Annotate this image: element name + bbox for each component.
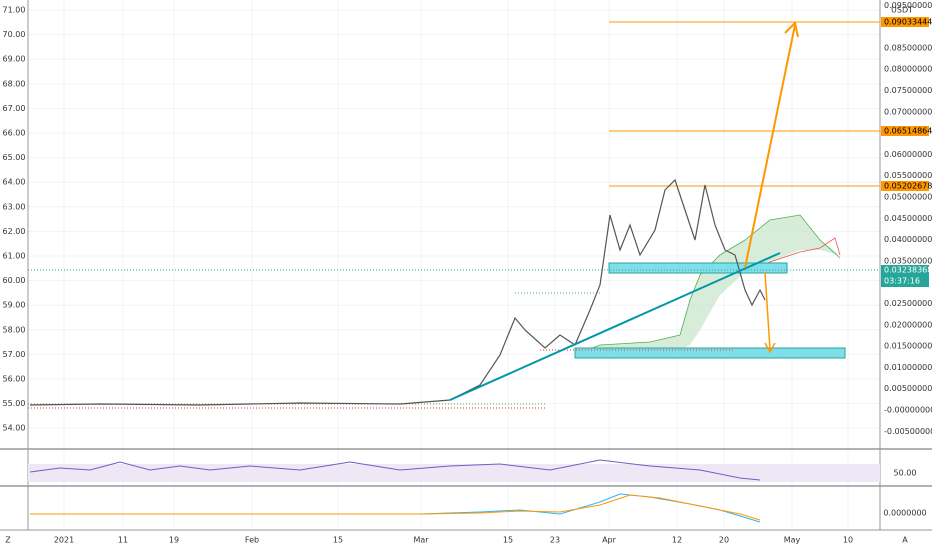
- rsi-line: [29, 459, 761, 481]
- x-tick-label: 2021: [54, 536, 74, 545]
- price-tag: [881, 126, 929, 136]
- rsi-band: [28, 464, 880, 482]
- left-tick-label: 64.00: [3, 178, 26, 187]
- right-tick-label: 0.01500000: [884, 342, 932, 351]
- right-tick-label: 0.05500000: [884, 171, 932, 180]
- arrow-head: [784, 20, 799, 38]
- right-tick-label: 0.07000000: [884, 107, 932, 116]
- macd-label: 0.0000000: [883, 509, 926, 518]
- left-tick-label: 58.00: [3, 325, 26, 334]
- price-tag: [881, 265, 929, 287]
- right-tick-label: 0.07500000: [884, 86, 932, 95]
- left-tick-label: 57.00: [3, 350, 26, 359]
- right-tick-label: 0.04500000: [884, 214, 932, 223]
- x-tick-label: Mar: [413, 536, 429, 545]
- corner-left: Z: [5, 536, 11, 545]
- left-tick-label: 66.00: [3, 129, 26, 138]
- right-tick-label: 0.09500000: [884, 1, 932, 10]
- left-tick-label: 56.00: [3, 375, 26, 384]
- right-tick-label: 0.06000000: [884, 150, 932, 159]
- price-tag: [881, 17, 929, 27]
- countdown: 03:37:16: [884, 277, 920, 286]
- left-tick-label: 65.00: [3, 153, 26, 162]
- x-tick-label: 20: [719, 536, 729, 545]
- right-tick-label: 0.08000000: [884, 65, 932, 74]
- price-tag-label: 0.05202678: [884, 182, 932, 191]
- x-tick-label: Apr: [602, 536, 617, 545]
- left-tick-label: 70.00: [3, 30, 26, 39]
- left-tick-label: 59.00: [3, 301, 26, 310]
- x-tick-label: Feb: [245, 536, 259, 545]
- price-tag-label: 0.09033444: [884, 18, 932, 27]
- signal-line: [30, 494, 761, 521]
- right-tick-label: 0.04000000: [884, 235, 932, 244]
- right-tick-label: 0.08500000: [884, 43, 932, 52]
- unit-label: USDT: [891, 6, 913, 15]
- zone: [574, 347, 846, 359]
- arrow-head: [764, 342, 776, 354]
- right-tick-label: -0.00500000: [884, 427, 932, 436]
- right-tick-label: 0.02000000: [884, 320, 932, 329]
- price-tag-label: 0.03238368: [884, 266, 932, 275]
- x-tick-label: 23: [550, 536, 560, 545]
- price-tag-label: 0.06514864: [884, 127, 932, 136]
- rsi-label: 50.00: [894, 469, 917, 478]
- x-tick-label: 19: [169, 536, 179, 545]
- corner-right: A: [902, 536, 908, 545]
- x-tick-label: 15: [503, 536, 513, 545]
- x-tick-label: 10: [843, 536, 853, 545]
- left-tick-label: 60.00: [3, 276, 26, 285]
- right-tick-label: 0.00500000: [884, 384, 932, 393]
- left-tick-label: 68.00: [3, 79, 26, 88]
- arrow: [744, 24, 796, 269]
- right-tick-label: 0.03500000: [884, 256, 932, 265]
- right-tick-label: 0.01000000: [884, 363, 932, 372]
- x-tick-label: 11: [118, 536, 128, 545]
- left-tick-label: 69.00: [3, 55, 26, 64]
- right-tick-label: -0.00000000: [884, 406, 932, 415]
- right-tick-label: 0.05000000: [884, 193, 932, 202]
- x-tick-label: May: [784, 536, 801, 545]
- left-tick-label: 61.00: [3, 252, 26, 261]
- left-tick-label: 71.00: [3, 6, 26, 15]
- right-tick-label: 0.02500000: [884, 299, 932, 308]
- x-tick-label: 15: [333, 536, 343, 545]
- price-tag: [881, 181, 929, 191]
- left-tick-label: 63.00: [3, 202, 26, 211]
- left-tick-label: 55.00: [3, 399, 26, 408]
- x-tick-label: 12: [672, 536, 682, 545]
- trendline: [449, 252, 781, 401]
- labels: USDT 50.00 0.0000000 Z A: [5, 6, 926, 545]
- zone: [608, 262, 788, 274]
- left-tick-label: 67.00: [3, 104, 26, 113]
- arrow: [764, 271, 771, 351]
- left-tick-label: 62.00: [3, 227, 26, 236]
- left-tick-label: 54.00: [3, 424, 26, 433]
